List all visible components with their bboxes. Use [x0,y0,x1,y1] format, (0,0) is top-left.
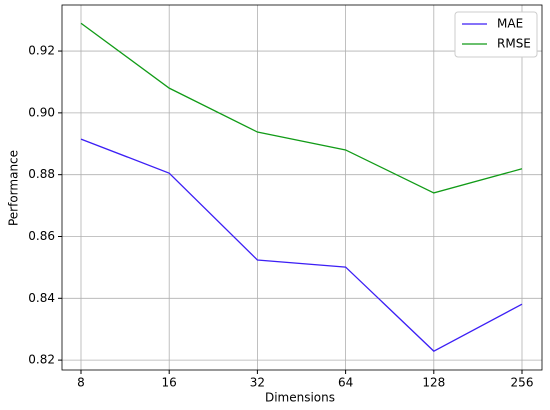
plot-frame [61,4,543,371]
y-axis-label: Performance [7,150,21,226]
x-tick-label: 64 [338,376,353,390]
y-tick-label: 0.92 [28,44,55,58]
x-tick-label: 128 [422,376,445,390]
x-tick-label: 32 [250,376,265,390]
x-tick-label: 16 [162,376,177,390]
y-tick-label: 0.88 [28,167,55,181]
legend: MAE RMSE [454,11,538,58]
x-tick-label: 256 [511,376,534,390]
legend-label: MAE [497,17,523,31]
legend-label: RMSE [497,37,531,51]
x-axis-label: Dimensions [265,391,335,405]
legend-box [454,11,538,58]
y-tick-label: 0.82 [28,353,55,367]
line-series [80,138,523,352]
y-tick-label: 0.84 [28,291,55,305]
y-tick-label: 0.90 [28,105,55,119]
x-tick-label: 8 [77,376,85,390]
line-series [80,22,523,194]
y-tick-label: 0.86 [28,229,55,243]
